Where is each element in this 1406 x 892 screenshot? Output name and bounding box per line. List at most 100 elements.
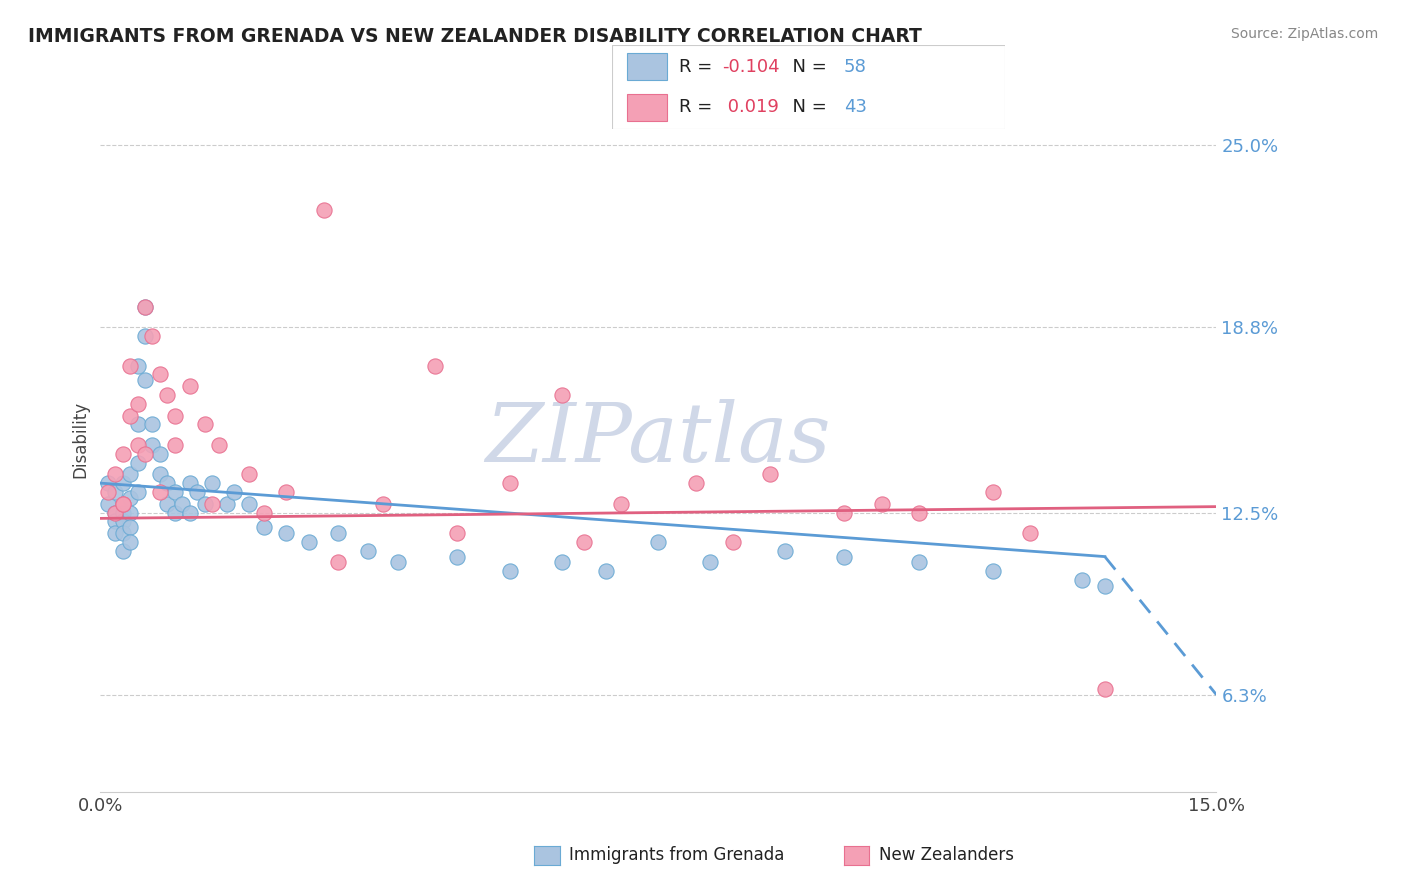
Text: R =: R = bbox=[679, 98, 717, 116]
Point bbox=[446, 526, 468, 541]
Point bbox=[193, 417, 215, 432]
Point bbox=[238, 467, 260, 482]
Point bbox=[572, 535, 595, 549]
Point bbox=[276, 526, 298, 541]
Text: N =: N = bbox=[780, 58, 832, 76]
Point bbox=[550, 556, 572, 570]
Point bbox=[163, 506, 186, 520]
Point bbox=[298, 535, 321, 549]
Point bbox=[97, 484, 120, 499]
Point bbox=[111, 506, 134, 520]
Text: New Zealanders: New Zealanders bbox=[879, 847, 1014, 864]
Point bbox=[141, 329, 163, 343]
Point bbox=[179, 476, 201, 491]
Point bbox=[357, 543, 380, 558]
Point bbox=[186, 484, 208, 499]
Point bbox=[149, 447, 172, 461]
Text: R =: R = bbox=[679, 58, 717, 76]
Point bbox=[238, 497, 260, 511]
Point bbox=[328, 556, 350, 570]
Point bbox=[907, 506, 929, 520]
Point bbox=[120, 520, 142, 534]
Point bbox=[425, 359, 447, 373]
Point bbox=[111, 447, 134, 461]
Point bbox=[104, 484, 127, 499]
Point bbox=[201, 497, 224, 511]
Point bbox=[104, 526, 127, 541]
Point bbox=[312, 202, 335, 217]
Point bbox=[120, 535, 142, 549]
Point bbox=[1071, 573, 1094, 587]
Point bbox=[156, 388, 179, 402]
Point bbox=[981, 484, 1004, 499]
Point bbox=[120, 491, 142, 505]
Point bbox=[111, 476, 134, 491]
Point bbox=[111, 497, 134, 511]
Text: 58: 58 bbox=[844, 58, 866, 76]
Point bbox=[870, 497, 893, 511]
Point bbox=[104, 514, 127, 528]
Point bbox=[834, 549, 856, 564]
Point bbox=[721, 535, 744, 549]
Point bbox=[127, 417, 149, 432]
Point bbox=[981, 564, 1004, 578]
Point bbox=[224, 484, 246, 499]
Point bbox=[179, 506, 201, 520]
Point bbox=[1019, 526, 1042, 541]
Text: 0.019: 0.019 bbox=[721, 98, 779, 116]
Point bbox=[134, 329, 156, 343]
Point bbox=[120, 506, 142, 520]
Point bbox=[759, 467, 782, 482]
Point bbox=[120, 409, 142, 423]
Point bbox=[699, 556, 721, 570]
Point bbox=[498, 476, 520, 491]
Text: 43: 43 bbox=[844, 98, 868, 116]
Point bbox=[141, 417, 163, 432]
Text: -0.104: -0.104 bbox=[721, 58, 779, 76]
Bar bbox=[627, 94, 666, 120]
Point bbox=[111, 497, 134, 511]
Y-axis label: Disability: Disability bbox=[72, 401, 89, 477]
Point bbox=[149, 467, 172, 482]
Point bbox=[201, 476, 224, 491]
Point bbox=[387, 556, 409, 570]
Point bbox=[773, 543, 796, 558]
Bar bbox=[627, 54, 666, 80]
FancyBboxPatch shape bbox=[612, 45, 1005, 129]
Text: IMMIGRANTS FROM GRENADA VS NEW ZEALANDER DISABILITY CORRELATION CHART: IMMIGRANTS FROM GRENADA VS NEW ZEALANDER… bbox=[28, 27, 922, 45]
Text: ZIPatlas: ZIPatlas bbox=[485, 399, 831, 479]
Point bbox=[104, 506, 127, 520]
Point bbox=[215, 497, 238, 511]
Point bbox=[127, 456, 149, 470]
Point bbox=[149, 368, 172, 382]
Point bbox=[163, 409, 186, 423]
Point bbox=[685, 476, 707, 491]
Point bbox=[172, 497, 194, 511]
Point bbox=[907, 556, 929, 570]
Point bbox=[97, 476, 120, 491]
Point bbox=[550, 388, 572, 402]
Point bbox=[446, 549, 468, 564]
Point bbox=[111, 526, 134, 541]
Point bbox=[127, 397, 149, 411]
Point bbox=[156, 497, 179, 511]
Point bbox=[595, 564, 617, 578]
Point bbox=[141, 438, 163, 452]
Point bbox=[1094, 681, 1116, 696]
Point bbox=[156, 476, 179, 491]
Point bbox=[163, 484, 186, 499]
Point bbox=[253, 520, 276, 534]
Point bbox=[1094, 579, 1116, 593]
Point bbox=[120, 359, 142, 373]
Text: N =: N = bbox=[780, 98, 832, 116]
Point bbox=[111, 514, 134, 528]
Point bbox=[179, 379, 201, 393]
Point bbox=[104, 467, 127, 482]
Point bbox=[127, 359, 149, 373]
Point bbox=[498, 564, 520, 578]
Point bbox=[276, 484, 298, 499]
Point bbox=[134, 300, 156, 314]
Point bbox=[149, 484, 172, 499]
Text: Source: ZipAtlas.com: Source: ZipAtlas.com bbox=[1230, 27, 1378, 41]
Point bbox=[647, 535, 669, 549]
